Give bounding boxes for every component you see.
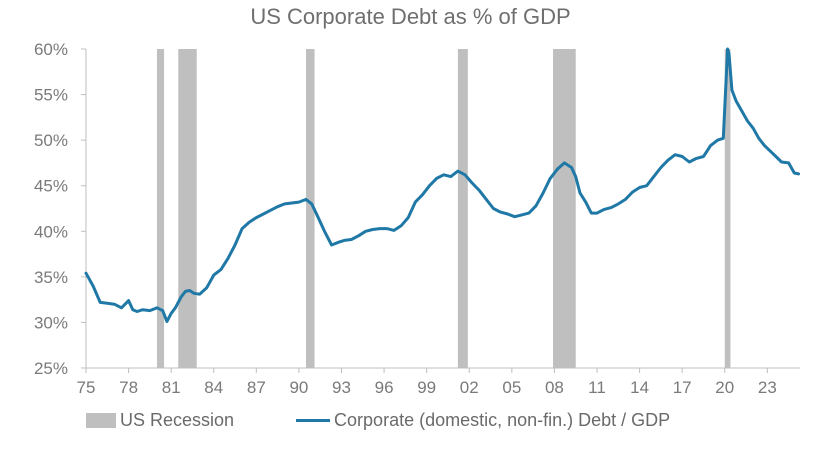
series-lines: [84, 47, 801, 323]
x-tick-label-8: 99: [417, 378, 436, 397]
y-tick-label-3: 40%: [34, 222, 68, 241]
series-swatch: [296, 419, 331, 422]
x-tick-label-6: 93: [332, 378, 351, 397]
x-tick-label-14: 17: [673, 378, 692, 397]
x-tick-label-5: 90: [289, 378, 308, 397]
chart-title: US Corporate Debt as % of GDP: [250, 4, 571, 29]
recession-bar-3: [457, 49, 468, 368]
recession-bar-2: [306, 49, 315, 368]
y-tick-label-1: 30%: [34, 313, 68, 332]
recession-bar-5: [724, 49, 731, 368]
legend-recession-label: US Recession: [120, 410, 235, 430]
recession-swatch: [86, 413, 116, 428]
legend-series-label: Corporate (domestic, non-fin.) Debt / GD…: [334, 410, 671, 430]
recession-bar-0: [156, 49, 165, 368]
y-tick-label-6: 55%: [34, 86, 68, 105]
x-tick-labels: 75 78 81 84 87 90 93 96 99 02 05 08 11 14 17 20 23: [77, 378, 777, 397]
x-tick-label-16: 23: [758, 378, 777, 397]
x-tick-label-3: 84: [204, 378, 223, 397]
recession-bars: [156, 49, 731, 368]
y-tick-label-0: 25%: [34, 359, 68, 378]
x-tick-label-7: 96: [375, 378, 394, 397]
y-tick-label-2: 35%: [34, 268, 68, 287]
y-tick-label-5: 50%: [34, 131, 68, 150]
x-tick-label-1: 78: [119, 378, 138, 397]
x-tick-label-10: 05: [502, 378, 521, 397]
recession-bar-4: [553, 49, 576, 368]
legend-item-series: Corporate (domestic, non-fin.) Debt / GD…: [296, 410, 670, 431]
x-tick-label-13: 14: [630, 378, 649, 397]
legend-item-recession: US Recession: [86, 410, 234, 431]
legend: US Recession Corporate (domestic, non-fi…: [86, 410, 732, 431]
x-tick-label-4: 87: [247, 378, 266, 397]
x-tick-label-12: 11: [588, 378, 606, 397]
x-tick-label-2: 81: [162, 378, 181, 397]
x-tick-label-11: 08: [545, 378, 564, 397]
x-tick-label-0: 75: [77, 378, 96, 397]
series-line-0: [84, 47, 801, 323]
y-tick-label-7: 60%: [34, 40, 68, 59]
y-tick-labels: 25% 30% 35% 40% 45% 50% 55% 60%: [34, 40, 68, 378]
axes: [81, 48, 800, 373]
x-tick-label-15: 20: [715, 378, 734, 397]
x-tick-label-9: 02: [460, 378, 479, 397]
y-tick-label-4: 45%: [34, 177, 68, 196]
recession-bar-1: [178, 49, 197, 368]
